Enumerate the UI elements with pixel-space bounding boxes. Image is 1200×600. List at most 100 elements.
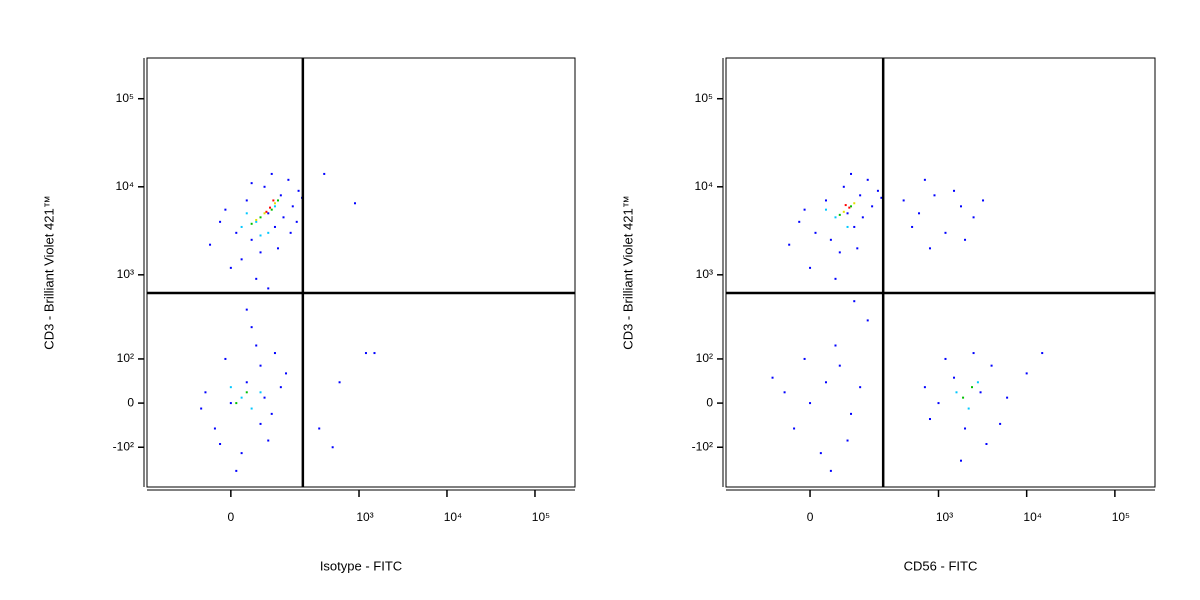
event-dot <box>955 391 958 394</box>
event-dot <box>959 459 962 462</box>
event-dot <box>240 258 243 261</box>
event-dot <box>213 427 216 430</box>
chart: -10² 0 10² 10³ 10⁴ 10⁵ 0 10³ 10⁴ 10⁵ CD56 - FITC CD… <box>620 57 1156 573</box>
event-dot <box>245 308 248 311</box>
chart: -10² 0 10² 10³ 10⁴ 10⁵ 0 10³ 10⁴ 10⁵ Isotype - FIT… <box>41 57 576 573</box>
x-tick-label: 10⁴ <box>444 510 463 524</box>
event-dot <box>259 234 262 237</box>
event-dot <box>834 344 837 347</box>
event-dot <box>263 185 266 188</box>
event-dot <box>944 357 947 360</box>
event-dot <box>259 391 262 394</box>
event-dot <box>273 225 276 228</box>
event-dot <box>871 205 874 208</box>
event-dot <box>353 202 356 205</box>
event-dot <box>364 352 367 355</box>
event-dot <box>259 251 262 254</box>
event-dot <box>834 277 837 280</box>
event-dot <box>803 357 806 360</box>
y-axis-label: CD3 - Brilliant Violet 421™ <box>620 195 635 349</box>
x-tick-label: 10⁵ <box>1112 510 1130 524</box>
event-dot <box>911 225 914 228</box>
event-dot <box>880 196 883 199</box>
y-tick-label: -10² <box>113 439 134 453</box>
event-dot <box>842 210 845 213</box>
event-dot <box>962 396 965 399</box>
event-dot <box>971 386 974 389</box>
event-dot <box>809 402 812 405</box>
event-dot <box>282 216 285 219</box>
event-dot <box>229 266 232 269</box>
y-tick-label: 10³ <box>696 267 713 281</box>
event-dot <box>999 422 1002 425</box>
x-axis-label: CD56 - FITC <box>904 558 978 573</box>
event-dot <box>809 266 812 269</box>
event-dot <box>279 386 282 389</box>
event-dot <box>976 381 979 384</box>
event-dot <box>273 205 276 208</box>
event-dot <box>803 208 806 211</box>
event-dot <box>819 452 822 455</box>
event-dot <box>255 277 258 280</box>
event-dot <box>235 402 238 405</box>
x-tick-label: 0 <box>807 510 814 524</box>
x-axis-label: Isotype - FITC <box>320 558 402 573</box>
event-dot <box>967 407 970 410</box>
event-dot <box>982 199 985 202</box>
event-dot <box>953 189 956 192</box>
event-dot <box>265 210 268 213</box>
event-dot <box>846 439 849 442</box>
event-dot <box>824 208 827 211</box>
event-dot <box>224 208 227 211</box>
event-dot <box>824 381 827 384</box>
event-dot <box>838 364 841 367</box>
event-dot <box>850 412 853 415</box>
event-dot <box>250 326 253 329</box>
event-dot <box>259 422 262 425</box>
event-dot <box>846 212 849 215</box>
event-dot <box>235 469 238 472</box>
event-dot <box>959 205 962 208</box>
event-dot <box>788 243 791 246</box>
event-dot <box>289 231 292 234</box>
event-dot <box>859 386 862 389</box>
event-dot <box>853 202 856 205</box>
event-dot <box>859 194 862 197</box>
event-dot <box>270 208 273 211</box>
event-dot <box>285 372 288 375</box>
event-dot <box>250 407 253 410</box>
event-dot <box>937 402 940 405</box>
x-tick-label: 10³ <box>936 510 953 524</box>
event-dot <box>224 357 227 360</box>
event-dot <box>979 391 982 394</box>
event-dot <box>853 225 856 228</box>
event-dot <box>235 231 238 234</box>
event-dot <box>972 216 975 219</box>
event-dot <box>245 199 248 202</box>
event-dot <box>923 178 926 181</box>
event-dot <box>250 182 253 185</box>
event-dot <box>783 391 786 394</box>
event-dot <box>990 364 993 367</box>
event-dot <box>269 206 272 209</box>
y-tick-label: 10³ <box>117 267 134 281</box>
event-dot <box>902 199 905 202</box>
event-dot <box>200 407 203 410</box>
event-dot <box>229 402 232 405</box>
event-dot <box>270 172 273 175</box>
event-dot <box>866 178 869 181</box>
event-dot <box>829 469 832 472</box>
event-dot <box>953 376 956 379</box>
event-dot <box>219 220 222 223</box>
event-dot <box>838 251 841 254</box>
y-tick-label: 10⁵ <box>695 91 713 105</box>
event-dot <box>323 172 326 175</box>
event-dot <box>240 225 243 228</box>
event-dot <box>204 391 207 394</box>
event-dot <box>331 446 334 449</box>
event-dot <box>964 238 967 241</box>
event-dot <box>270 412 273 415</box>
event-dot <box>240 452 243 455</box>
event-dot <box>263 396 266 399</box>
